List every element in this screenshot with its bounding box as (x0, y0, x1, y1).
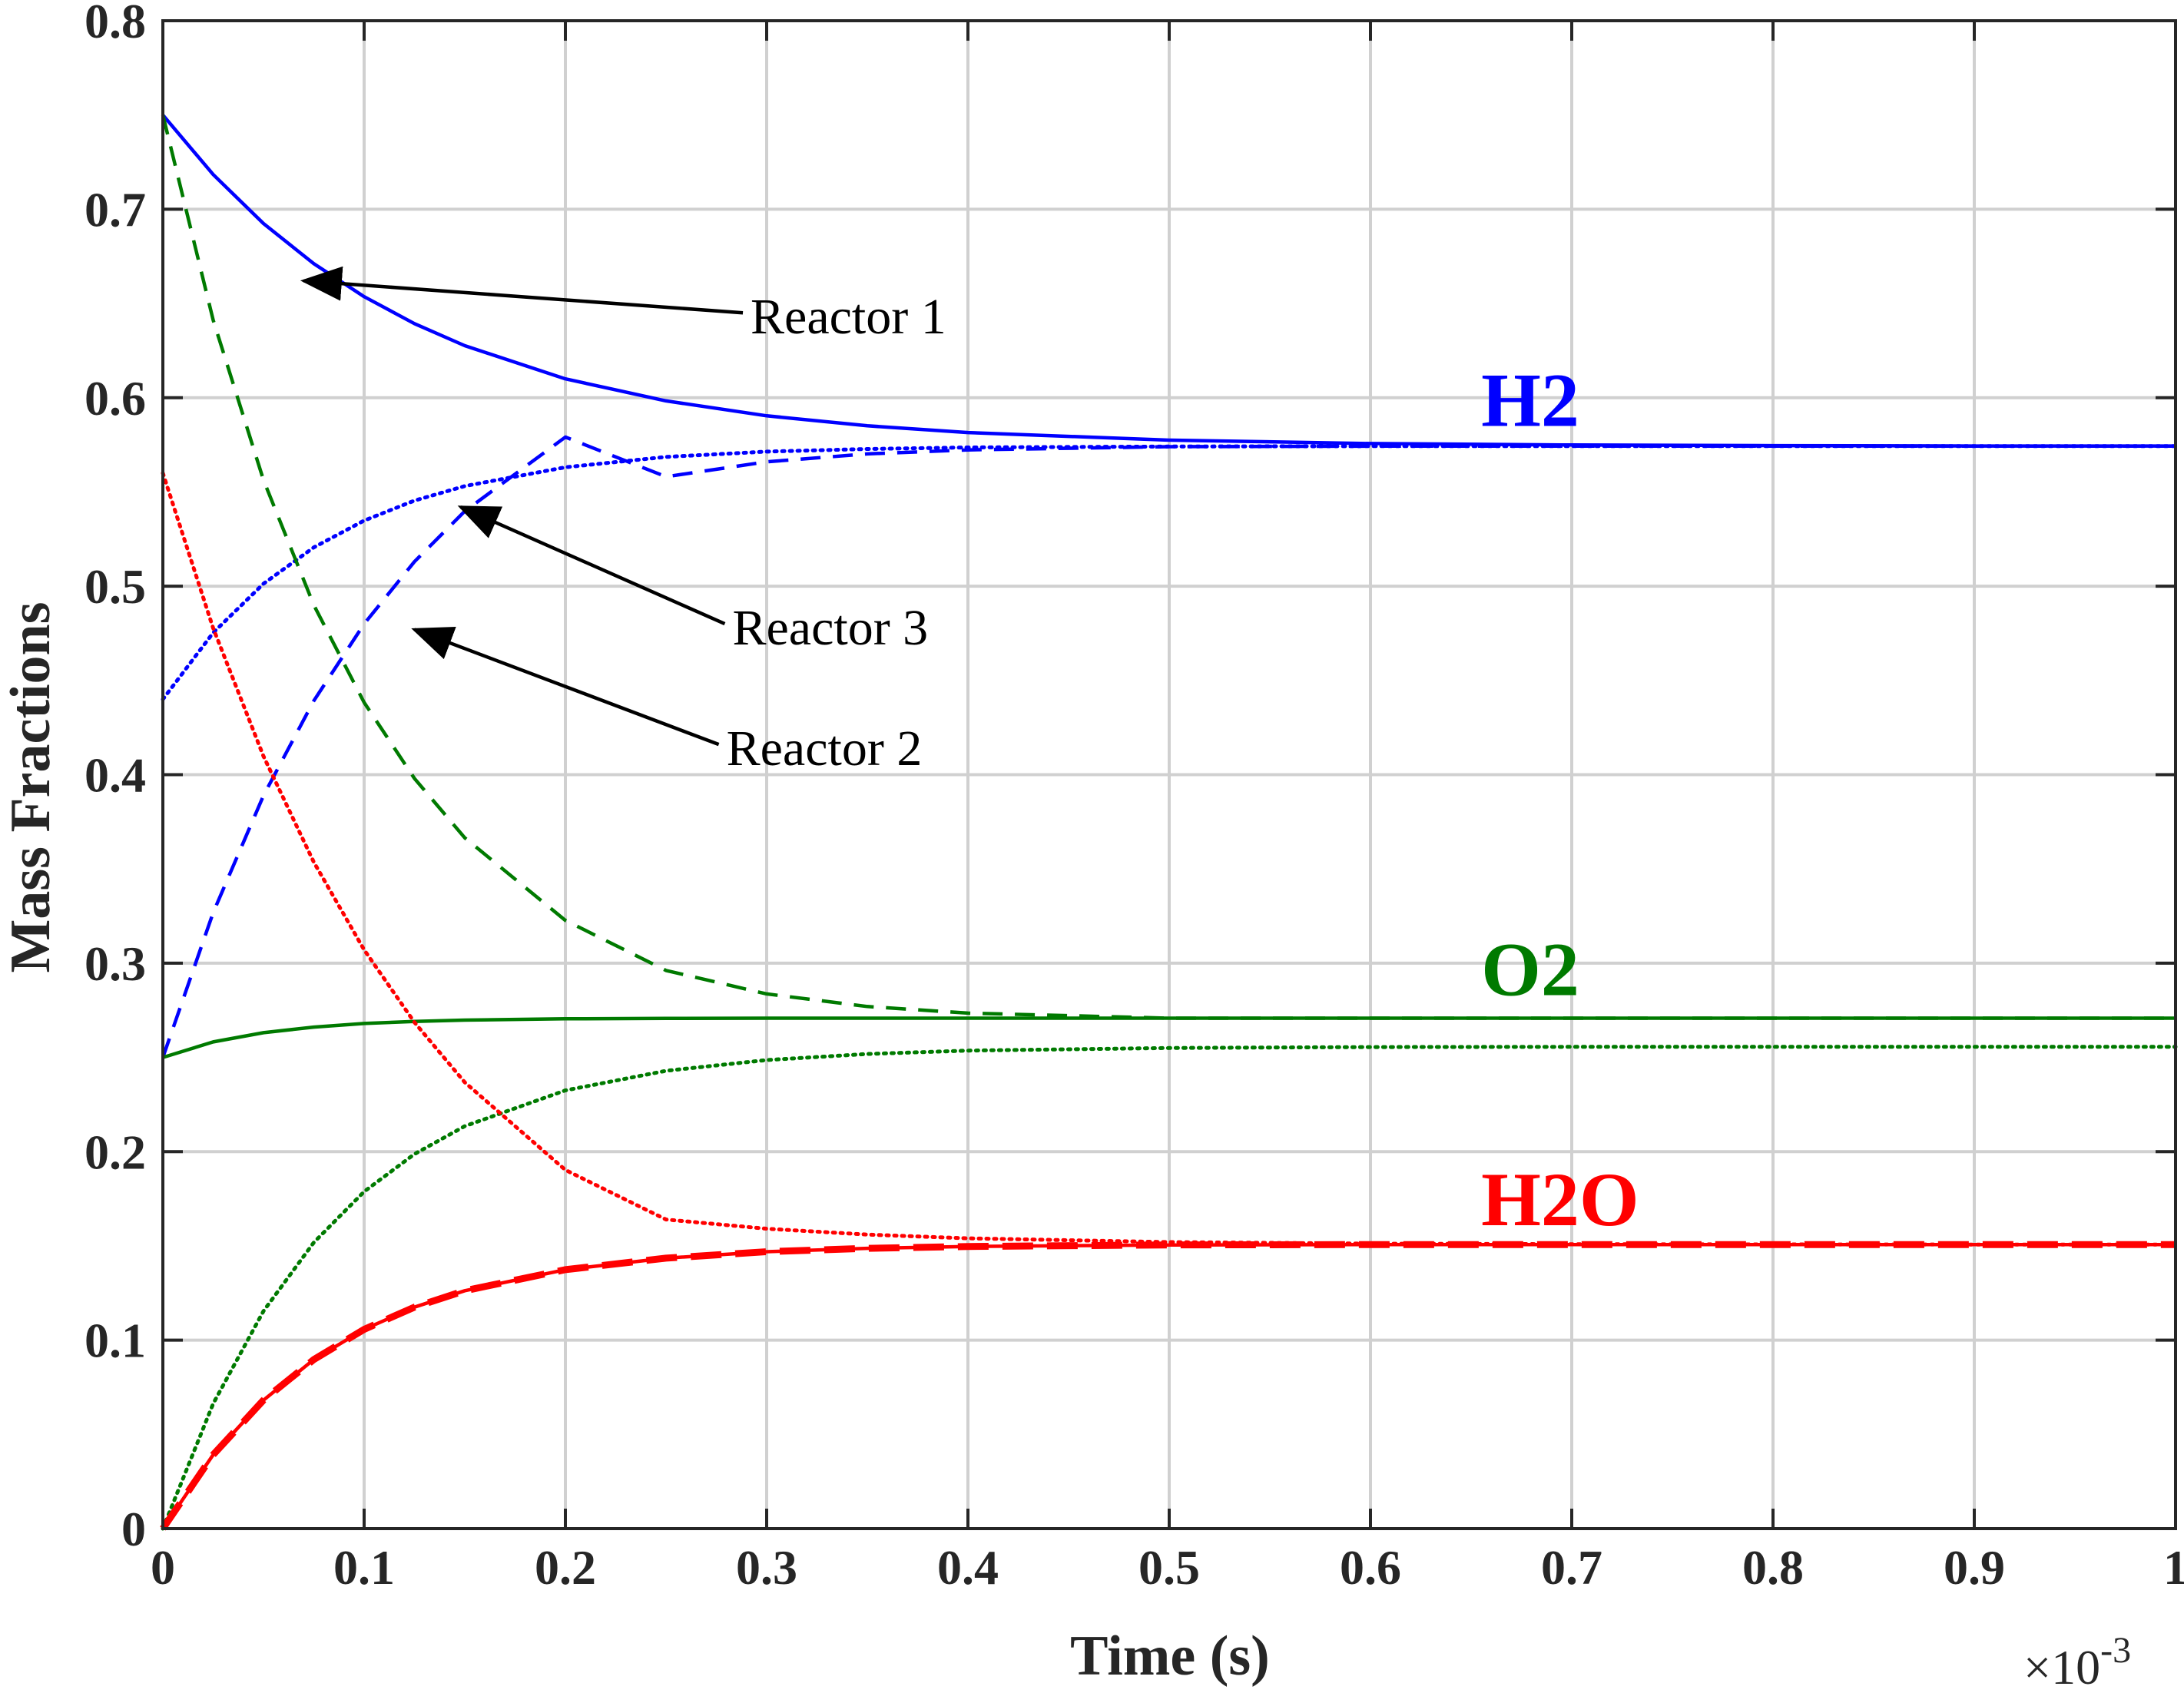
series-line-h2-reactor-2 (161, 435, 2176, 1059)
species-label-o2: O2 (1481, 927, 1579, 1012)
x-tick-label: 0 (151, 1540, 175, 1595)
x-exponent-base: ×10 (2023, 1640, 2100, 1693)
x-tick-label: 0.4 (937, 1540, 999, 1595)
x-tick-label: 0.1 (333, 1540, 395, 1595)
series-line-h2-reactor-3 (161, 444, 2178, 701)
y-tick-label: 0.4 (85, 748, 146, 803)
annotation-arrow (457, 505, 726, 626)
species-label-h2: H2 (1481, 358, 1579, 443)
x-tick-label: 0.2 (535, 1540, 596, 1595)
y-tick-label: 0.3 (85, 936, 146, 991)
y-tick-label: 0.2 (85, 1125, 146, 1179)
plot-frame (161, 19, 2177, 1530)
y-tick-label: 0.6 (85, 371, 146, 426)
y-tick-label: 0.5 (85, 559, 146, 614)
x-axis-title: Time (s) (1070, 1625, 1270, 1688)
species-labels: H2 O2 H2O (1481, 358, 1639, 1242)
series-lines (160, 114, 2178, 1531)
y-tick-label: 0.8 (85, 0, 146, 48)
annotation-arrow (300, 266, 744, 315)
x-tick-label: 0.8 (1742, 1540, 1804, 1595)
species-label-h2o: H2O (1481, 1157, 1639, 1242)
annotation-label: Reactor 3 (732, 600, 928, 656)
x-tick-label: 0.6 (1340, 1540, 1401, 1595)
y-axis-title: Mass Fractions (0, 602, 62, 973)
series-line-h2o-reactor-2 (160, 1241, 2176, 1531)
x-tick-label: 0.7 (1541, 1540, 1602, 1595)
annotation-label: Reactor 1 (751, 289, 946, 345)
series-line-o2-reactor-2 (161, 114, 2176, 1020)
x-tick-label: 0.5 (1138, 1540, 1200, 1595)
x-tick-label: 0.9 (1944, 1540, 2005, 1595)
y-tick-label: 0.7 (85, 182, 146, 237)
x-tick-label: 0.3 (736, 1540, 797, 1595)
grid (161, 19, 2177, 1530)
x-exponent-label: ×10-3 (2023, 1630, 2131, 1693)
series-line-h2o-reactor-3 (161, 471, 2178, 1247)
tick-labels: 0 0.1 0.2 0.3 0.4 0.5 0.6 0.7 0.8 0.9 1 0 0.1 0.2 0.3 0… (85, 0, 2184, 1595)
series-line-o2-reactor-3 (161, 1045, 2178, 1531)
x-tick-label: 1 (2163, 1540, 2184, 1595)
annotation-arrow (411, 627, 720, 747)
annotation-label: Reactor 2 (727, 721, 923, 777)
y-tick-label: 0.1 (85, 1314, 146, 1368)
y-tick-label: 0 (121, 1502, 146, 1556)
x-exponent-power: -3 (2100, 1630, 2131, 1671)
annotations: Reactor 1 Reactor 3 Reactor 2 (300, 266, 946, 777)
